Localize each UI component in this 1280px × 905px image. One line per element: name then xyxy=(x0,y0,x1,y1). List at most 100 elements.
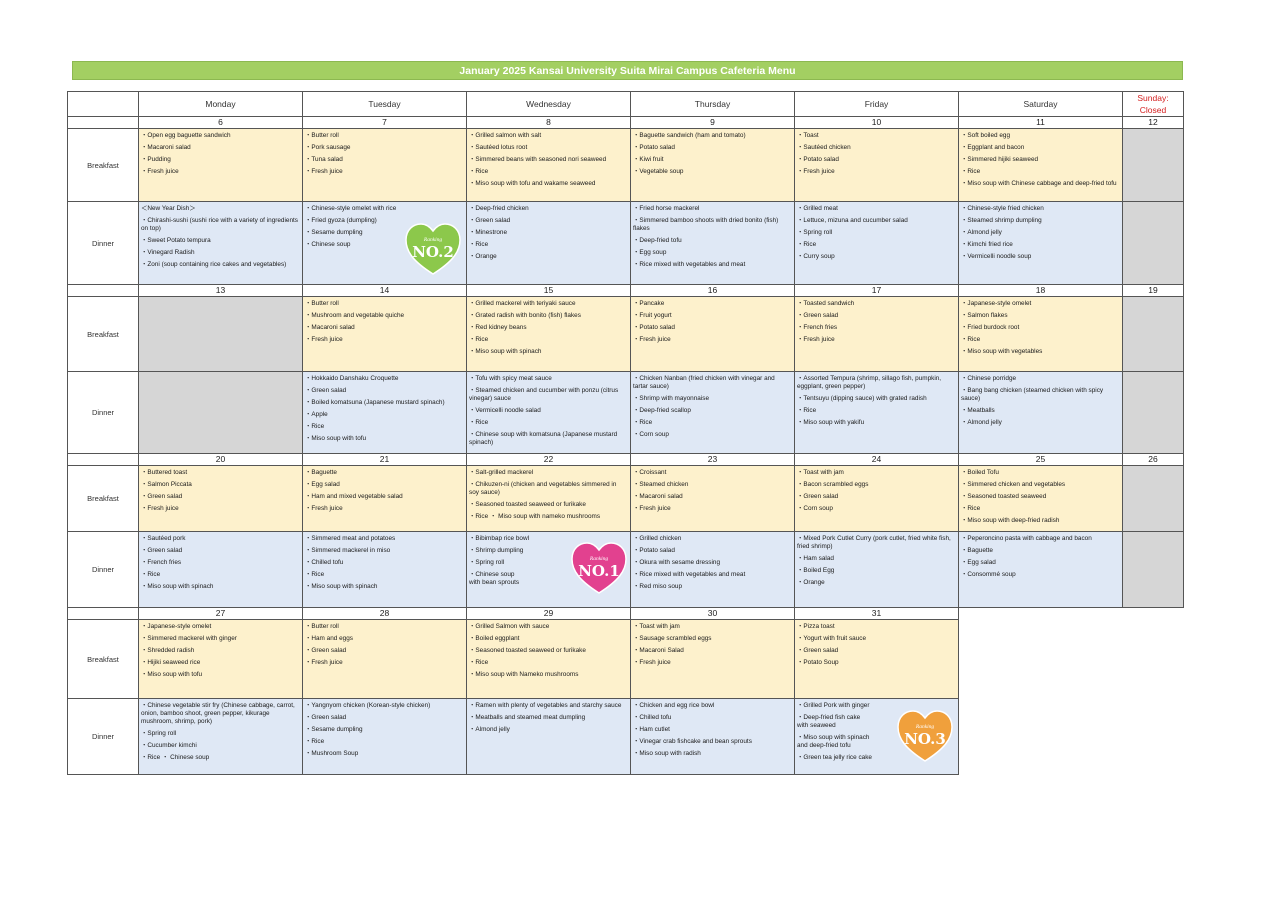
dinner-cell-saturday: Chinese-style fried chicken Steamed shrim… xyxy=(958,201,1123,285)
menu-item: Green tea jelly rice cake xyxy=(797,754,954,762)
date-number: 9 xyxy=(630,116,795,129)
dinner-label: Dinner xyxy=(67,371,139,454)
menu-item: Steamed shrimp dumpling xyxy=(961,217,1118,225)
menu-items: Tofu with spicy meat sauce Steamed chicke… xyxy=(468,373,630,453)
menu-item: Shredded radish xyxy=(141,647,298,655)
menu-item: Vinegar crab fishcake and bean sprouts xyxy=(633,738,790,746)
dinner-cell-saturday: Peperoncino pasta with cabbage and bacon… xyxy=(958,531,1123,608)
date-number: 21 xyxy=(302,453,467,466)
menu-items: Chinese porridge Bang bang chicken (steam… xyxy=(960,373,1122,434)
menu-item: Consommé soup xyxy=(961,571,1118,579)
menu-item: Steamed chicken xyxy=(633,481,790,489)
menu-items: Chinese-style fried chicken Steamed shrim… xyxy=(960,203,1122,268)
menu-item: Vermicelli noodle soup xyxy=(961,253,1118,261)
menu-item: Rice xyxy=(961,168,1118,176)
dinner-cell-wednesday: Ramen with plenty of vegetables and star… xyxy=(466,698,631,775)
sunday-closed-cell xyxy=(1122,296,1184,372)
menu-item: Rice xyxy=(305,571,462,579)
menu-item: Grilled Pork with ginger xyxy=(797,702,954,710)
menu-item: Croissant xyxy=(633,469,790,477)
menu-items: Deep-fried chicken Green salad Minestrone R… xyxy=(468,203,630,268)
menu-item: Green salad xyxy=(469,217,626,225)
date-number: 17 xyxy=(794,284,959,297)
date-row-spacer xyxy=(67,607,139,620)
menu-item: Chinese vegetable stir fry (Chinese cabb… xyxy=(141,702,298,726)
date-number: 24 xyxy=(794,453,959,466)
menu-item: Assorted Tempura (shrimp, sillago fish, … xyxy=(797,375,954,391)
menu-item: Fresh juice xyxy=(797,336,954,344)
menu-item: Sautéed chicken xyxy=(797,144,954,152)
date-number: 11 xyxy=(958,116,1123,129)
menu-items: Bibimbap rice bowl Shrimp dumpling Spring … xyxy=(468,533,630,594)
day-header-row: Monday Tuesday Wednesday Thursday Friday… xyxy=(67,91,1184,117)
menu-items: Toasted sandwich Green salad French fries F… xyxy=(796,298,958,351)
menu-item: Fried horse mackerel xyxy=(633,205,790,213)
date-number: 31 xyxy=(794,607,959,620)
date-row-spacer xyxy=(67,284,139,297)
menu-item: Corn soup xyxy=(633,431,790,439)
menu-item: Orange xyxy=(469,253,626,261)
menu-item: Curry soup xyxy=(797,253,954,261)
sunday-closed-cell xyxy=(1122,531,1184,608)
menu-item: Chinese-style fried chicken xyxy=(961,205,1118,213)
dinner-cell-monday: Sautéed pork Green salad French fries Rice M… xyxy=(138,531,303,608)
menu-item: Pancake xyxy=(633,300,790,308)
menu-item: Sautéed lotus root xyxy=(469,144,626,152)
menu-item: Meatballs xyxy=(961,407,1118,415)
dinner-cell-tuesday: Yangnyom chicken (Korean-style chicken) G… xyxy=(302,698,467,775)
menu-item: Grilled mackerel with teriyaki sauce xyxy=(469,300,626,308)
menu-item: Fresh juice xyxy=(305,336,462,344)
breakfast-label: Breakfast xyxy=(67,465,139,532)
menu-items: Grilled meat Lettuce, mizuna and cucumber… xyxy=(796,203,958,268)
menu-item: Japanese-style omelet xyxy=(961,300,1118,308)
menu-item: Sesame dumpling xyxy=(305,726,462,734)
date-row: 6 7 8 9 10 11 12 xyxy=(67,116,1184,129)
menu-item: Rice xyxy=(797,407,954,415)
menu-items: Fried horse mackerel Simmered bamboo shoo… xyxy=(632,203,794,276)
menu-items: Butter roll Pork sausage Tuna salad Fresh j… xyxy=(304,130,466,183)
menu-item: Simmered meat and potatoes xyxy=(305,535,462,543)
menu-item: Sausage scrambled eggs xyxy=(633,635,790,643)
menu-item: Chinese-style omelet with rice xyxy=(305,205,462,213)
menu-item: Pizza toast xyxy=(797,623,954,631)
menu-items: Butter roll Mushroom and vegetable quiche… xyxy=(304,298,466,351)
menu-item: Chicken Nanban (fried chicken with vineg… xyxy=(633,375,790,391)
date-number: 26 xyxy=(1122,453,1184,466)
breakfast-cell-saturday: Japanese-style omelet Salmon flakes Fried … xyxy=(958,296,1123,372)
menu-items: Buttered toast Salmon Piccata Green salad F… xyxy=(140,467,302,520)
menu-item: Chilled tofu xyxy=(633,714,790,722)
menu-item: Salt-grilled mackerel xyxy=(469,469,626,477)
breakfast-cell-monday: Japanese-style omelet Simmered mackerel w… xyxy=(138,619,303,699)
menu-items: Hokkaido Danshaku Croquette Green salad Bo… xyxy=(304,373,466,450)
date-number: 20 xyxy=(138,453,303,466)
menu-items: Chicken Nanban (fried chicken with vineg… xyxy=(632,373,794,446)
menu-item: Fresh juice xyxy=(305,168,462,176)
menu-item: Ramen with plenty of vegetables and star… xyxy=(469,702,626,710)
menu-item: Almond jelly xyxy=(961,419,1118,427)
menu-item: Miso soup with tofu xyxy=(141,671,298,679)
dinner-cell-tuesday: Simmered meat and potatoes Simmered macke… xyxy=(302,531,467,608)
menu-item: Orange xyxy=(797,579,954,587)
menu-item: Tentsuyu (dipping sauce) with grated rad… xyxy=(797,395,954,403)
menu-item: Butter roll xyxy=(305,132,462,140)
breakfast-cell-friday: Pizza toast Yogurt with fruit sauce Green … xyxy=(794,619,959,699)
menu-item: Potato salad xyxy=(633,144,790,152)
empty-cell xyxy=(1122,619,1184,699)
menu-item: Potato salad xyxy=(633,324,790,332)
menu-items: Japanese-style omelet Salmon flakes Fried … xyxy=(960,298,1122,363)
day-header-wednesday: Wednesday xyxy=(466,91,631,117)
menu-item: Fruit yogurt xyxy=(633,312,790,320)
menu-item: Almond jelly xyxy=(469,726,626,734)
menu-item: Corn soup xyxy=(797,505,954,513)
menu-item: Rice xyxy=(633,419,790,427)
menu-item: Peperoncino pasta with cabbage and bacon xyxy=(961,535,1118,543)
breakfast-cell-saturday: Soft boiled egg Eggplant and bacon Simmere… xyxy=(958,128,1123,202)
menu-item: Vermicelli noodle salad xyxy=(469,407,626,415)
day-header-tuesday: Tuesday xyxy=(302,91,467,117)
menu-item: Green salad xyxy=(797,647,954,655)
breakfast-cell-wednesday: Salt-grilled mackerel Chikuzen-ni (chicke… xyxy=(466,465,631,532)
breakfast-label: Breakfast xyxy=(67,296,139,372)
menu-item: Butter roll xyxy=(305,300,462,308)
ranking-word: Ranking xyxy=(915,724,935,730)
menu-item: Bacon scrambled eggs xyxy=(797,481,954,489)
